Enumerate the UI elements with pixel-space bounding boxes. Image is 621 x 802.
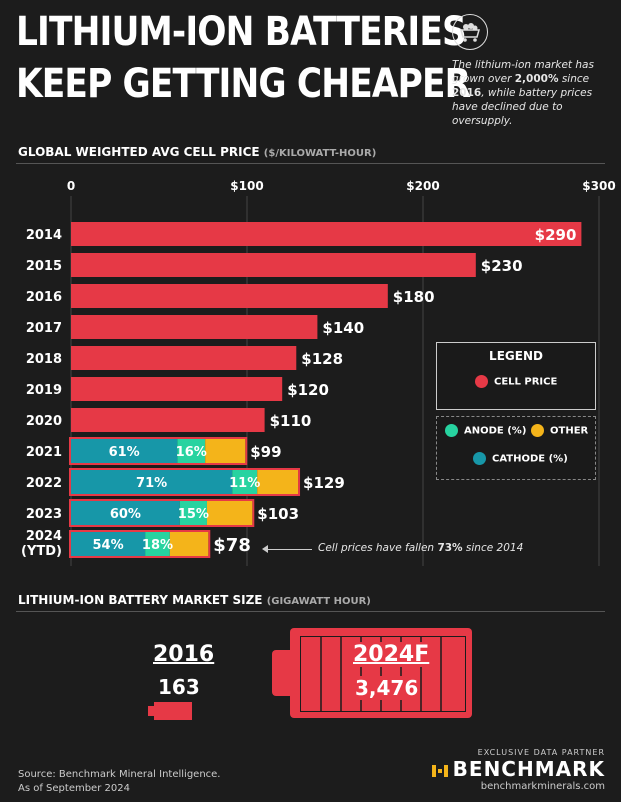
bar-segment-other	[257, 470, 299, 494]
bar-segment-other	[205, 439, 246, 463]
legend: LEGEND CELL PRICE	[436, 342, 596, 410]
category-label: 2014	[26, 228, 62, 243]
category-label: 2021	[26, 445, 62, 460]
value-label: $180	[393, 288, 435, 306]
category-sublabel: (YTD)	[21, 544, 62, 559]
cathode-swatch	[473, 452, 486, 465]
bar	[71, 284, 388, 308]
x-tick-label: $200	[406, 179, 439, 193]
partner-logo: BENCHMARK	[431, 757, 605, 781]
bar-outline	[69, 530, 211, 558]
anode-pct-label: 11%	[229, 476, 260, 491]
value-label: $103	[257, 505, 299, 523]
mine-cart-icon	[452, 14, 488, 50]
market-year-2016: 2016	[153, 642, 215, 667]
legend-item-other: OTHER	[531, 424, 588, 437]
annotation-line	[266, 549, 312, 550]
bar-segment-other	[169, 532, 209, 556]
large-battery-icon-tip	[272, 650, 290, 696]
category-label: 2017	[26, 321, 62, 336]
x-tick-label: $300	[582, 179, 615, 193]
category-label: 2024	[26, 529, 62, 544]
x-tick-label: 0	[67, 179, 75, 193]
category-label: 2018	[26, 352, 62, 367]
value-label: $78	[213, 535, 251, 556]
page-title: LITHIUM-ION BATTERIES KEEP GETTING CHEAP…	[16, 6, 471, 110]
small-battery-icon	[154, 702, 192, 720]
value-label: $290	[535, 226, 577, 244]
x-tick-label: $100	[230, 179, 263, 193]
data-partner: EXCLUSIVE DATA PARTNER BENCHMARK benchma…	[431, 748, 605, 792]
anode-pct-label: 16%	[176, 445, 207, 460]
cathode-pct-label: 61%	[109, 445, 140, 460]
bar-segment-other	[206, 501, 253, 525]
bar	[71, 377, 283, 401]
bar-outline	[69, 499, 255, 527]
anode-pct-label: 15%	[178, 507, 209, 522]
arrow-left-icon	[262, 545, 268, 553]
legend-item-cell-price: CELL PRICE	[475, 375, 557, 388]
section-title-price: GLOBAL WEIGHTED AVG CELL PRICE ($/KILOWA…	[18, 145, 377, 159]
bar-segment-cathode	[71, 532, 146, 556]
small-battery-icon-tip	[148, 706, 154, 716]
anode-pct-label: 18%	[142, 538, 173, 553]
divider	[16, 611, 605, 612]
source-note: Source: Benchmark Mineral Intelligence. …	[18, 769, 221, 794]
bar-outline	[69, 437, 248, 465]
bar	[71, 408, 265, 432]
bar-segment-cathode	[71, 501, 180, 525]
value-label: $99	[250, 443, 281, 461]
legend-item-anode: ANODE (%)	[445, 424, 526, 437]
category-label: 2019	[26, 383, 62, 398]
category-label: 2020	[26, 414, 62, 429]
cathode-pct-label: 60%	[110, 507, 141, 522]
bar	[71, 315, 318, 339]
bar-segment-anode	[179, 501, 207, 525]
category-label: 2022	[26, 476, 62, 491]
partner-url: benchmarkminerals.com	[480, 781, 605, 792]
intro-blurb: The lithium-ion market has grown over 2,…	[452, 59, 594, 127]
section-title-market-size: LITHIUM-ION BATTERY MARKET SIZE (GIGAWAT…	[18, 593, 371, 607]
bar-segment-cathode	[71, 470, 233, 494]
bar	[71, 346, 297, 370]
legend-item-cathode: CATHODE (%)	[473, 452, 568, 465]
bar-segment-cathode	[71, 439, 178, 463]
bar-segment-anode	[232, 470, 258, 494]
other-swatch	[531, 424, 544, 437]
market-value-2024f: 3,476	[355, 676, 419, 700]
cell-price-swatch	[475, 375, 488, 388]
category-label: 2015	[26, 259, 62, 274]
value-label: $230	[481, 257, 523, 275]
market-value-2016: 163	[158, 675, 200, 699]
cathode-pct-label: 54%	[93, 538, 124, 553]
benchmark-logo-icon	[431, 764, 448, 777]
divider	[16, 163, 605, 164]
legend-breakdown: ANODE (%) OTHER CATHODE (%)	[436, 416, 596, 480]
market-year-2024f: 2024F	[353, 642, 430, 667]
cathode-pct-label: 71%	[136, 476, 167, 491]
bar-segment-anode	[177, 439, 206, 463]
bar	[71, 253, 476, 277]
value-label: $140	[322, 319, 364, 337]
bar-segment-anode	[145, 532, 170, 556]
value-label: $128	[301, 350, 343, 368]
price-drop-annotation: Cell prices have fallen 73% since 2014	[318, 542, 524, 554]
category-label: 2023	[26, 507, 62, 522]
bar-outline	[69, 468, 301, 496]
category-label: 2016	[26, 290, 62, 305]
bar	[71, 222, 582, 246]
anode-swatch	[445, 424, 458, 437]
value-label: $120	[287, 381, 329, 399]
value-label: $110	[270, 412, 312, 430]
value-label: $129	[303, 474, 345, 492]
legend-title: LEGEND	[489, 349, 543, 363]
partner-label: EXCLUSIVE DATA PARTNER	[477, 748, 605, 757]
